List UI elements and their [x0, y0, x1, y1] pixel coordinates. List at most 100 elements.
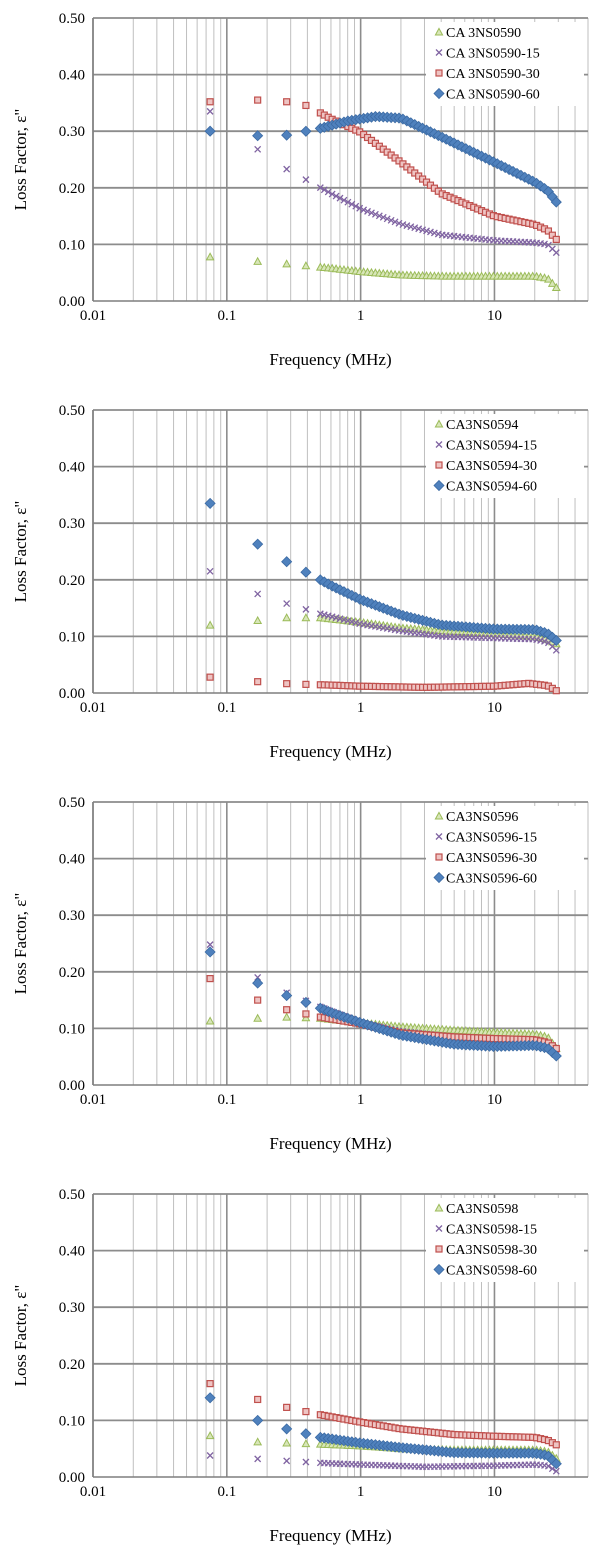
x-tick-label: 10 [487, 308, 502, 324]
x-tick-label: 10 [487, 1092, 502, 1108]
series-3 [206, 673, 560, 695]
data-point [301, 261, 311, 270]
x-tick-label: 0.1 [217, 700, 236, 716]
data-point [552, 1467, 560, 1475]
x-axis-title: Frequency (MHz) [269, 742, 391, 761]
data-point [348, 618, 356, 626]
data-point [324, 612, 332, 620]
data-point [253, 256, 263, 265]
y-tick-label: 0.00 [59, 1078, 85, 1094]
data-point [283, 600, 291, 608]
data-point [283, 680, 291, 688]
data-point [395, 219, 403, 227]
chart-svg: 0.00 0.10 0.20 0.30 0.40 0.50 0.01 0.1 1 10 Freque… [11, 403, 589, 761]
data-point [356, 204, 364, 212]
data-point [332, 192, 340, 200]
data-point [344, 617, 352, 625]
legend-label: CA3NS0596-30 [446, 851, 537, 866]
data-point [426, 228, 434, 236]
y-tick-label: 0.20 [59, 573, 85, 589]
data-point [204, 1392, 216, 1404]
legend-label: CA3NS0594-60 [446, 480, 537, 495]
data-point [254, 974, 262, 981]
data-point [206, 567, 214, 575]
legend: CA3NS0596 CA3NS0596-15 CA3NS0596-30 CA3NS05… [426, 806, 584, 890]
data-point [316, 610, 324, 618]
legend-label: CA 3NS0590 [446, 26, 521, 41]
data-point [550, 1050, 562, 1062]
x-tick-label: 0.01 [80, 308, 106, 324]
legend-label: CA 3NS0590-30 [446, 67, 540, 82]
data-point [252, 130, 264, 142]
data-point [254, 1395, 262, 1404]
series-2 [206, 1452, 560, 1475]
data-point [283, 1457, 291, 1465]
data-point [541, 637, 548, 645]
legend-marker [434, 811, 444, 820]
data-point [547, 278, 557, 287]
data-point [253, 1437, 263, 1446]
x-tick-label: 1 [357, 308, 365, 324]
data-point [302, 1010, 310, 1018]
legend-marker [433, 871, 445, 884]
x-tick-label: 0.01 [80, 700, 106, 716]
data-point [204, 497, 216, 509]
y-tick-label: 0.20 [59, 181, 85, 197]
data-point [544, 227, 553, 235]
data-point [550, 1458, 562, 1470]
data-point [320, 186, 328, 194]
series-4 [204, 1392, 562, 1470]
data-point [254, 678, 262, 686]
x-tick-label: 1 [357, 1092, 365, 1108]
y-tick-label: 0.40 [59, 68, 85, 84]
data-point [302, 1407, 310, 1416]
data-point [430, 229, 438, 237]
legend-marker [434, 419, 444, 428]
series-2 [206, 567, 560, 654]
data-point [550, 196, 562, 208]
data-point [252, 1414, 264, 1426]
legend-marker [434, 1203, 444, 1212]
chart-panel-1: 0.00 0.10 0.20 0.30 0.40 0.50 0.01 0.1 1 10 Freque… [0, 0, 589, 392]
y-tick-label: 0.20 [59, 965, 85, 981]
legend-label: CA3NS0596-15 [446, 831, 537, 846]
y-axis-title: Loss Factor, ε" [11, 501, 30, 603]
data-point [281, 556, 293, 568]
y-tick-label: 0.30 [59, 908, 85, 924]
data-point [253, 1013, 263, 1022]
data-point [281, 990, 293, 1002]
data-point [282, 613, 292, 622]
x-axis-title: Frequency (MHz) [269, 1134, 391, 1153]
x-tick-label: 10 [487, 700, 502, 716]
data-point [254, 96, 262, 104]
x-axis-title: Frequency (MHz) [269, 1526, 391, 1545]
y-tick-label: 0.00 [59, 1470, 85, 1486]
y-tick-label: 0.10 [59, 1413, 85, 1429]
data-point [552, 235, 560, 244]
data-point [383, 215, 391, 223]
data-point [552, 249, 560, 257]
data-point [254, 145, 262, 153]
chart-svg: 0.00 0.10 0.20 0.30 0.40 0.50 0.01 0.1 1 10 Freque… [11, 11, 589, 369]
data-point [368, 209, 375, 217]
data-point [282, 1012, 292, 1021]
data-point [283, 98, 291, 106]
x-tick-label: 1 [357, 1484, 365, 1500]
legend-label: CA3NS0594-30 [446, 459, 537, 474]
data-point [283, 165, 291, 173]
data-point [206, 673, 214, 681]
legend: CA3NS0594 CA3NS0594-15 CA3NS0594-30 CA3NS05… [426, 414, 584, 498]
data-point [328, 613, 336, 621]
data-point [332, 614, 340, 622]
legend-label: CA3NS0596-60 [446, 872, 537, 887]
y-axis-title: Loss Factor, ε" [11, 893, 30, 995]
data-point [302, 605, 310, 613]
data-point [375, 212, 383, 220]
legend-marker [433, 1263, 445, 1276]
y-tick-label: 0.00 [59, 294, 85, 310]
data-point [252, 977, 264, 989]
y-tick-label: 0.50 [59, 795, 85, 811]
data-point [283, 1006, 291, 1014]
data-point [281, 1423, 293, 1435]
